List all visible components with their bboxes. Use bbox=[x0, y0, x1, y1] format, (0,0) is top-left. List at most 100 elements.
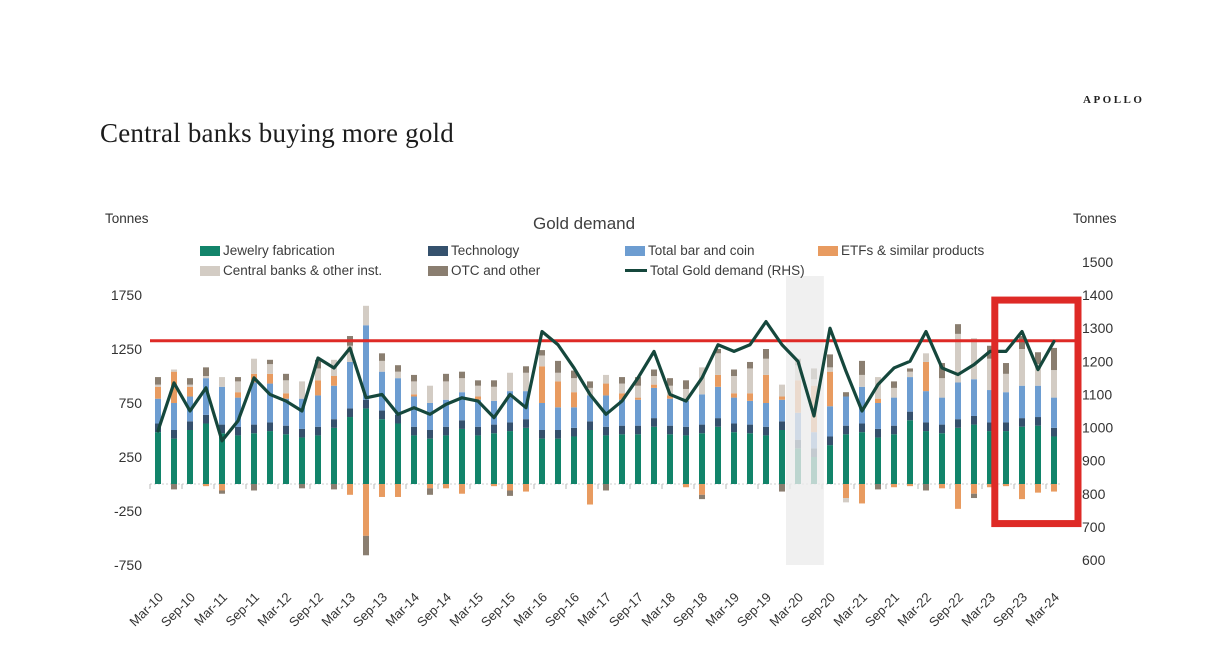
bar-segment-technology bbox=[619, 425, 625, 435]
bar-segment-otc-and-other bbox=[715, 349, 721, 354]
bar-segment-etfs-similar-products bbox=[459, 484, 465, 494]
right-axis-tick-label: 1500 bbox=[1082, 254, 1113, 270]
bar-segment-central-banks-other-inst- bbox=[923, 353, 929, 362]
bar-segment-technology bbox=[731, 423, 737, 433]
bar-segment-otc-and-other bbox=[283, 373, 289, 381]
bar-segment-technology bbox=[315, 426, 321, 436]
bar-segment-technology bbox=[859, 423, 865, 433]
bar-segment-etfs-similar-products bbox=[971, 484, 977, 494]
x-axis-label: Sep-22 bbox=[926, 590, 966, 630]
bar-segment-etfs-similar-products bbox=[475, 396, 481, 400]
bar-segment-jewelry-fabrication bbox=[299, 437, 305, 484]
bar-segment-total-bar-and-coin bbox=[459, 392, 465, 421]
left-axis-tick-label: 1750 bbox=[111, 287, 142, 303]
bar-segment-jewelry-fabrication bbox=[507, 431, 513, 484]
bar-segment-etfs-similar-products bbox=[683, 484, 689, 488]
bar-segment-total-bar-and-coin bbox=[171, 403, 177, 430]
bar-segment-total-bar-and-coin bbox=[235, 397, 241, 427]
x-axis-label: Mar-20 bbox=[766, 590, 806, 630]
bar-segment-otc-and-other bbox=[203, 367, 209, 376]
x-axis-label: Mar-19 bbox=[702, 590, 742, 630]
bar-segment-otc-and-other bbox=[427, 488, 433, 495]
right-axis-tick-label: 1300 bbox=[1082, 320, 1113, 336]
bar-segment-jewelry-fabrication bbox=[267, 431, 273, 484]
bar-segment-technology bbox=[715, 418, 721, 427]
bar-segment-total-bar-and-coin bbox=[155, 398, 161, 424]
bar-segment-etfs-similar-products bbox=[779, 396, 785, 400]
bar-segment-jewelry-fabrication bbox=[251, 433, 257, 484]
bar-segment-jewelry-fabrication bbox=[491, 433, 497, 484]
bar-segment-technology bbox=[987, 422, 993, 432]
bar-segment-etfs-similar-products bbox=[667, 395, 673, 399]
bar-segment-jewelry-fabrication bbox=[1019, 426, 1025, 484]
bar-segment-technology bbox=[331, 419, 337, 428]
bar-segment-otc-and-other bbox=[891, 381, 897, 388]
bar-segment-etfs-similar-products bbox=[715, 374, 721, 387]
bar-segment-jewelry-fabrication bbox=[923, 431, 929, 484]
bar-segment-etfs-similar-products bbox=[571, 392, 577, 408]
bar-segment-jewelry-fabrication bbox=[459, 428, 465, 484]
bar-segment-etfs-similar-products bbox=[155, 386, 161, 399]
bar-segment-etfs-similar-products bbox=[635, 397, 641, 400]
bar-segment-jewelry-fabrication bbox=[171, 438, 177, 484]
bar-segment-etfs-similar-products bbox=[699, 484, 705, 495]
bar-segment-central-banks-other-inst- bbox=[651, 376, 657, 385]
bar-segment-etfs-similar-products bbox=[1019, 484, 1025, 500]
bar-segment-total-bar-and-coin bbox=[603, 395, 609, 427]
bar-segment-central-banks-other-inst- bbox=[619, 383, 625, 394]
bar-segment-jewelry-fabrication bbox=[331, 427, 337, 484]
bar-segment-etfs-similar-products bbox=[875, 398, 881, 403]
bar-segment-total-bar-and-coin bbox=[1051, 397, 1057, 428]
bar-segment-total-bar-and-coin bbox=[315, 395, 321, 427]
bar-segment-otc-and-other bbox=[699, 494, 705, 500]
bar-segment-jewelry-fabrication bbox=[347, 417, 353, 484]
legend-bar-and-coin: Total bar and coin bbox=[625, 243, 755, 258]
bar-segment-jewelry-fabrication bbox=[875, 437, 881, 484]
x-axis-label: Mar-12 bbox=[254, 590, 294, 630]
bar-segment-jewelry-fabrication bbox=[379, 419, 385, 484]
bar-segment-jewelry-fabrication bbox=[235, 435, 241, 484]
bar-segment-jewelry-fabrication bbox=[667, 434, 673, 484]
bar-segment-technology bbox=[379, 410, 385, 420]
bar-segment-total-bar-and-coin bbox=[363, 325, 369, 400]
bar-segment-technology bbox=[539, 430, 545, 439]
bar-segment-jewelry-fabrication bbox=[1035, 425, 1041, 484]
bar-segment-jewelry-fabrication bbox=[715, 426, 721, 484]
bar-segment-total-bar-and-coin bbox=[859, 386, 865, 424]
bar-segment-etfs-similar-products bbox=[1051, 484, 1057, 492]
chart-title: Gold demand bbox=[533, 214, 636, 233]
bar-segment-jewelry-fabrication bbox=[187, 430, 193, 484]
bar-segment-total-bar-and-coin bbox=[699, 394, 705, 425]
bar-segment-central-banks-other-inst- bbox=[843, 498, 849, 503]
left-axis-tick-label: -750 bbox=[114, 557, 142, 573]
bar-segment-otc-and-other bbox=[971, 493, 977, 499]
legend-technology: Technology bbox=[428, 243, 519, 258]
bar-segment-etfs-similar-products bbox=[891, 484, 897, 488]
bar-segment-central-banks-other-inst- bbox=[475, 385, 481, 397]
bar-segment-otc-and-other bbox=[635, 377, 641, 386]
legend-jewelry: Jewelry fabrication bbox=[200, 243, 335, 258]
bar-segment-otc-and-other bbox=[171, 484, 177, 490]
bar-segment-technology bbox=[443, 426, 449, 436]
bar-segment-central-banks-other-inst- bbox=[987, 358, 993, 391]
bar-segment-central-banks-other-inst- bbox=[379, 360, 385, 372]
bar-segment-central-banks-other-inst- bbox=[907, 371, 913, 378]
bar-segment-technology bbox=[283, 425, 289, 435]
bar-segment-jewelry-fabrication bbox=[763, 435, 769, 484]
highlight-box bbox=[991, 296, 1082, 528]
bar-segment-etfs-similar-products bbox=[443, 484, 449, 489]
x-axis-label: Sep-14 bbox=[414, 590, 454, 630]
legend-total-line-label: Total Gold demand (RHS) bbox=[650, 263, 805, 278]
bar-segment-total-bar-and-coin bbox=[1003, 392, 1009, 423]
bar-segment-etfs-similar-products bbox=[859, 484, 865, 504]
bar-segment-otc-and-other bbox=[763, 349, 769, 359]
bar-segment-central-banks-other-inst- bbox=[299, 381, 305, 399]
bar-segment-technology bbox=[459, 420, 465, 429]
bar-segment-jewelry-fabrication bbox=[571, 436, 577, 484]
bar-segment-total-bar-and-coin bbox=[715, 386, 721, 419]
right-axis-tick-label: 900 bbox=[1082, 453, 1106, 469]
bar-segment-technology bbox=[555, 430, 561, 439]
bar-segment-jewelry-fabrication bbox=[411, 435, 417, 484]
x-axis-label: Sep-21 bbox=[862, 590, 902, 630]
bar-segment-total-bar-and-coin bbox=[491, 400, 497, 425]
